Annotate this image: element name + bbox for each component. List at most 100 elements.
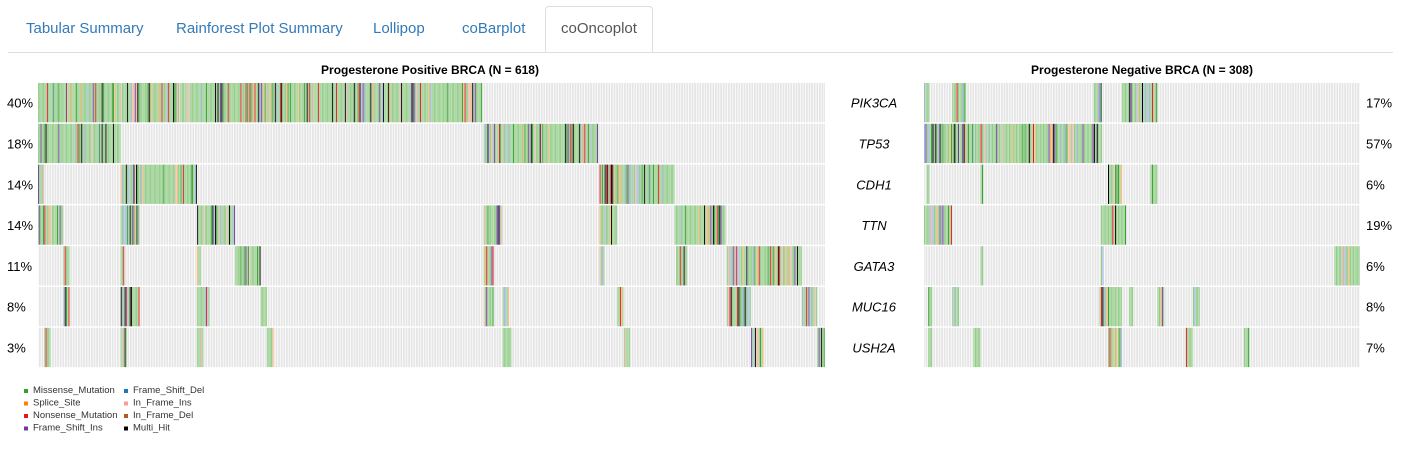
mutation-cell: [686, 246, 688, 286]
mutation-cell: [406, 83, 407, 123]
mutation-cell: [208, 205, 210, 245]
mutation-cell: [187, 83, 188, 123]
mutation-cell: [617, 164, 619, 204]
mutation-cell: [395, 83, 397, 123]
mutation-cell: [54, 123, 56, 164]
mutation-cell: [966, 123, 968, 164]
mutation-cell: [39, 123, 41, 164]
mutation-cell: [59, 205, 61, 245]
mutation-cell: [133, 83, 135, 123]
mutation-cell: [1112, 327, 1114, 368]
mutation-cell: [956, 123, 958, 164]
mutation-cell: [1110, 205, 1112, 245]
mutation-cell: [819, 327, 821, 368]
mutation-cell: [739, 246, 741, 286]
mutation-cell: [162, 83, 164, 123]
mutation-cell: [481, 83, 483, 123]
mutation-cell: [1188, 327, 1190, 368]
mutation-cell: [81, 83, 83, 123]
mutation-cell: [155, 83, 157, 123]
tab-lollipop[interactable]: Lollipop: [373, 20, 425, 37]
mutation-cell: [530, 123, 532, 164]
mutation-cell: [798, 246, 800, 286]
mutation-cell: [139, 164, 141, 204]
mutation-cell: [437, 83, 439, 123]
mutation-cell: [217, 83, 219, 123]
mutation-cell: [1020, 123, 1022, 164]
mutation-cell: [120, 83, 122, 123]
mutation-cell: [1132, 287, 1134, 327]
mutation-cell: [1031, 123, 1033, 164]
mutation-cell: [57, 205, 59, 245]
mutation-cell: [490, 123, 491, 164]
tab-cooncoplot[interactable]: coOncoplot: [545, 6, 653, 52]
mutation-cell: [1125, 83, 1127, 123]
mutation-cell: [60, 83, 62, 123]
mutation-cell: [162, 164, 164, 204]
tab-tabular-summary[interactable]: Tabular Summary: [26, 20, 144, 37]
mutation-cell: [616, 205, 618, 245]
mutation-cell: [602, 246, 604, 286]
mutation-cell: [123, 164, 125, 204]
mutation-cell: [39, 205, 41, 245]
mutation-cell: [1144, 83, 1146, 123]
mutation-cell: [1340, 246, 1342, 286]
mutation-cell: [1115, 327, 1117, 368]
mutation-cell: [199, 83, 201, 123]
mutation-cell: [496, 123, 498, 164]
mutation-cell: [734, 287, 736, 327]
mutation-cell: [216, 205, 218, 245]
mutation-cell: [752, 246, 754, 286]
mutation-cell: [108, 83, 109, 123]
mutation-cell: [231, 205, 233, 245]
mutation-cell: [202, 287, 204, 327]
mutation-cell: [332, 83, 334, 123]
mutation-cell: [427, 83, 429, 123]
mutation-cell: [82, 83, 84, 123]
mutation-cell: [622, 164, 624, 204]
mutation-cell: [726, 287, 728, 327]
mutation-cell: [300, 83, 302, 123]
mutation-cell: [1099, 287, 1101, 327]
legend-swatch: [24, 401, 28, 406]
mutation-cell: [679, 246, 681, 286]
mutation-cell: [171, 83, 173, 123]
mutation-cell: [791, 246, 793, 286]
mutation-cell: [197, 246, 199, 286]
mutation-cell: [393, 83, 395, 123]
mutation-cell: [949, 123, 951, 164]
mutation-cell: [272, 83, 274, 123]
mutation-cell: [1248, 327, 1250, 368]
mutation-cell: [319, 83, 321, 123]
mutation-cell: [120, 327, 122, 368]
mutation-cell: [167, 83, 169, 123]
mutation-cell: [1117, 205, 1119, 245]
mutation-cell: [636, 164, 638, 204]
mutation-cell: [686, 205, 688, 245]
mutation-cell: [311, 83, 313, 123]
mutation-cell: [262, 287, 264, 327]
mutation-cell: [67, 83, 69, 123]
mutation-cell: [1004, 123, 1006, 164]
mutation-cell: [747, 246, 749, 286]
mutation-cell: [1075, 123, 1077, 164]
mutation-cell: [329, 83, 331, 123]
mutation-cell: [502, 287, 504, 327]
mutation-cell: [734, 246, 736, 286]
mutation-cell: [118, 123, 120, 164]
mutation-cell: [279, 83, 281, 123]
mutation-cell: [316, 83, 318, 123]
mutation-cell: [928, 123, 930, 164]
tab-rainforest-plot-summary[interactable]: Rainforest Plot Summary: [176, 20, 343, 37]
mutation-cell: [179, 164, 181, 204]
mutation-cell: [926, 205, 928, 245]
positive-panel-title: Progesterone Positive BRCA (N = 618): [321, 63, 539, 77]
mutation-cell: [129, 205, 131, 245]
mutation-cell: [195, 164, 197, 204]
mutation-cell: [467, 83, 469, 123]
tab-cobarplot[interactable]: coBarplot: [462, 20, 526, 37]
mutation-cell: [306, 83, 308, 123]
mutation-cell: [805, 287, 807, 327]
positive-oncoplot-grid: [38, 83, 825, 368]
mutation-cell: [237, 246, 239, 286]
